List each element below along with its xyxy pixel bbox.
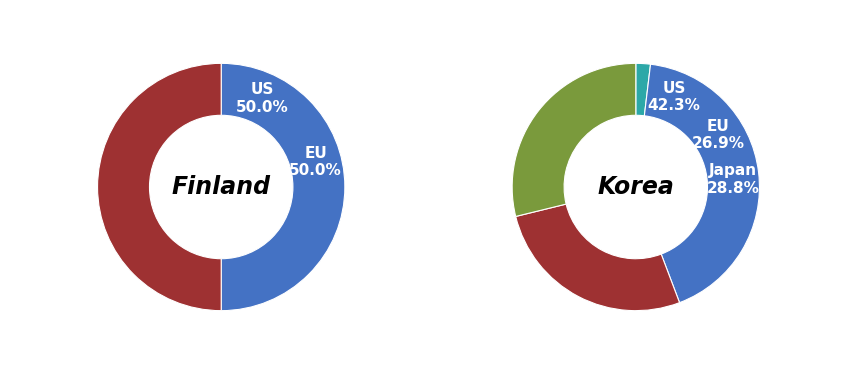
Wedge shape bbox=[636, 63, 650, 116]
Wedge shape bbox=[516, 204, 680, 311]
Text: Korea: Korea bbox=[597, 175, 674, 199]
Text: US
50.0%: US 50.0% bbox=[237, 82, 289, 115]
Text: Japan
28.8%: Japan 28.8% bbox=[707, 163, 759, 196]
Wedge shape bbox=[98, 63, 221, 311]
Text: EU
26.9%: EU 26.9% bbox=[692, 119, 745, 151]
Wedge shape bbox=[512, 63, 636, 217]
Text: Korea
1.9%: Korea 1.9% bbox=[615, 30, 661, 60]
Wedge shape bbox=[644, 64, 759, 303]
Wedge shape bbox=[221, 63, 345, 311]
Text: Finland: Finland bbox=[171, 175, 271, 199]
Text: EU
50.0%: EU 50.0% bbox=[289, 145, 342, 178]
Text: US
42.3%: US 42.3% bbox=[648, 81, 700, 113]
